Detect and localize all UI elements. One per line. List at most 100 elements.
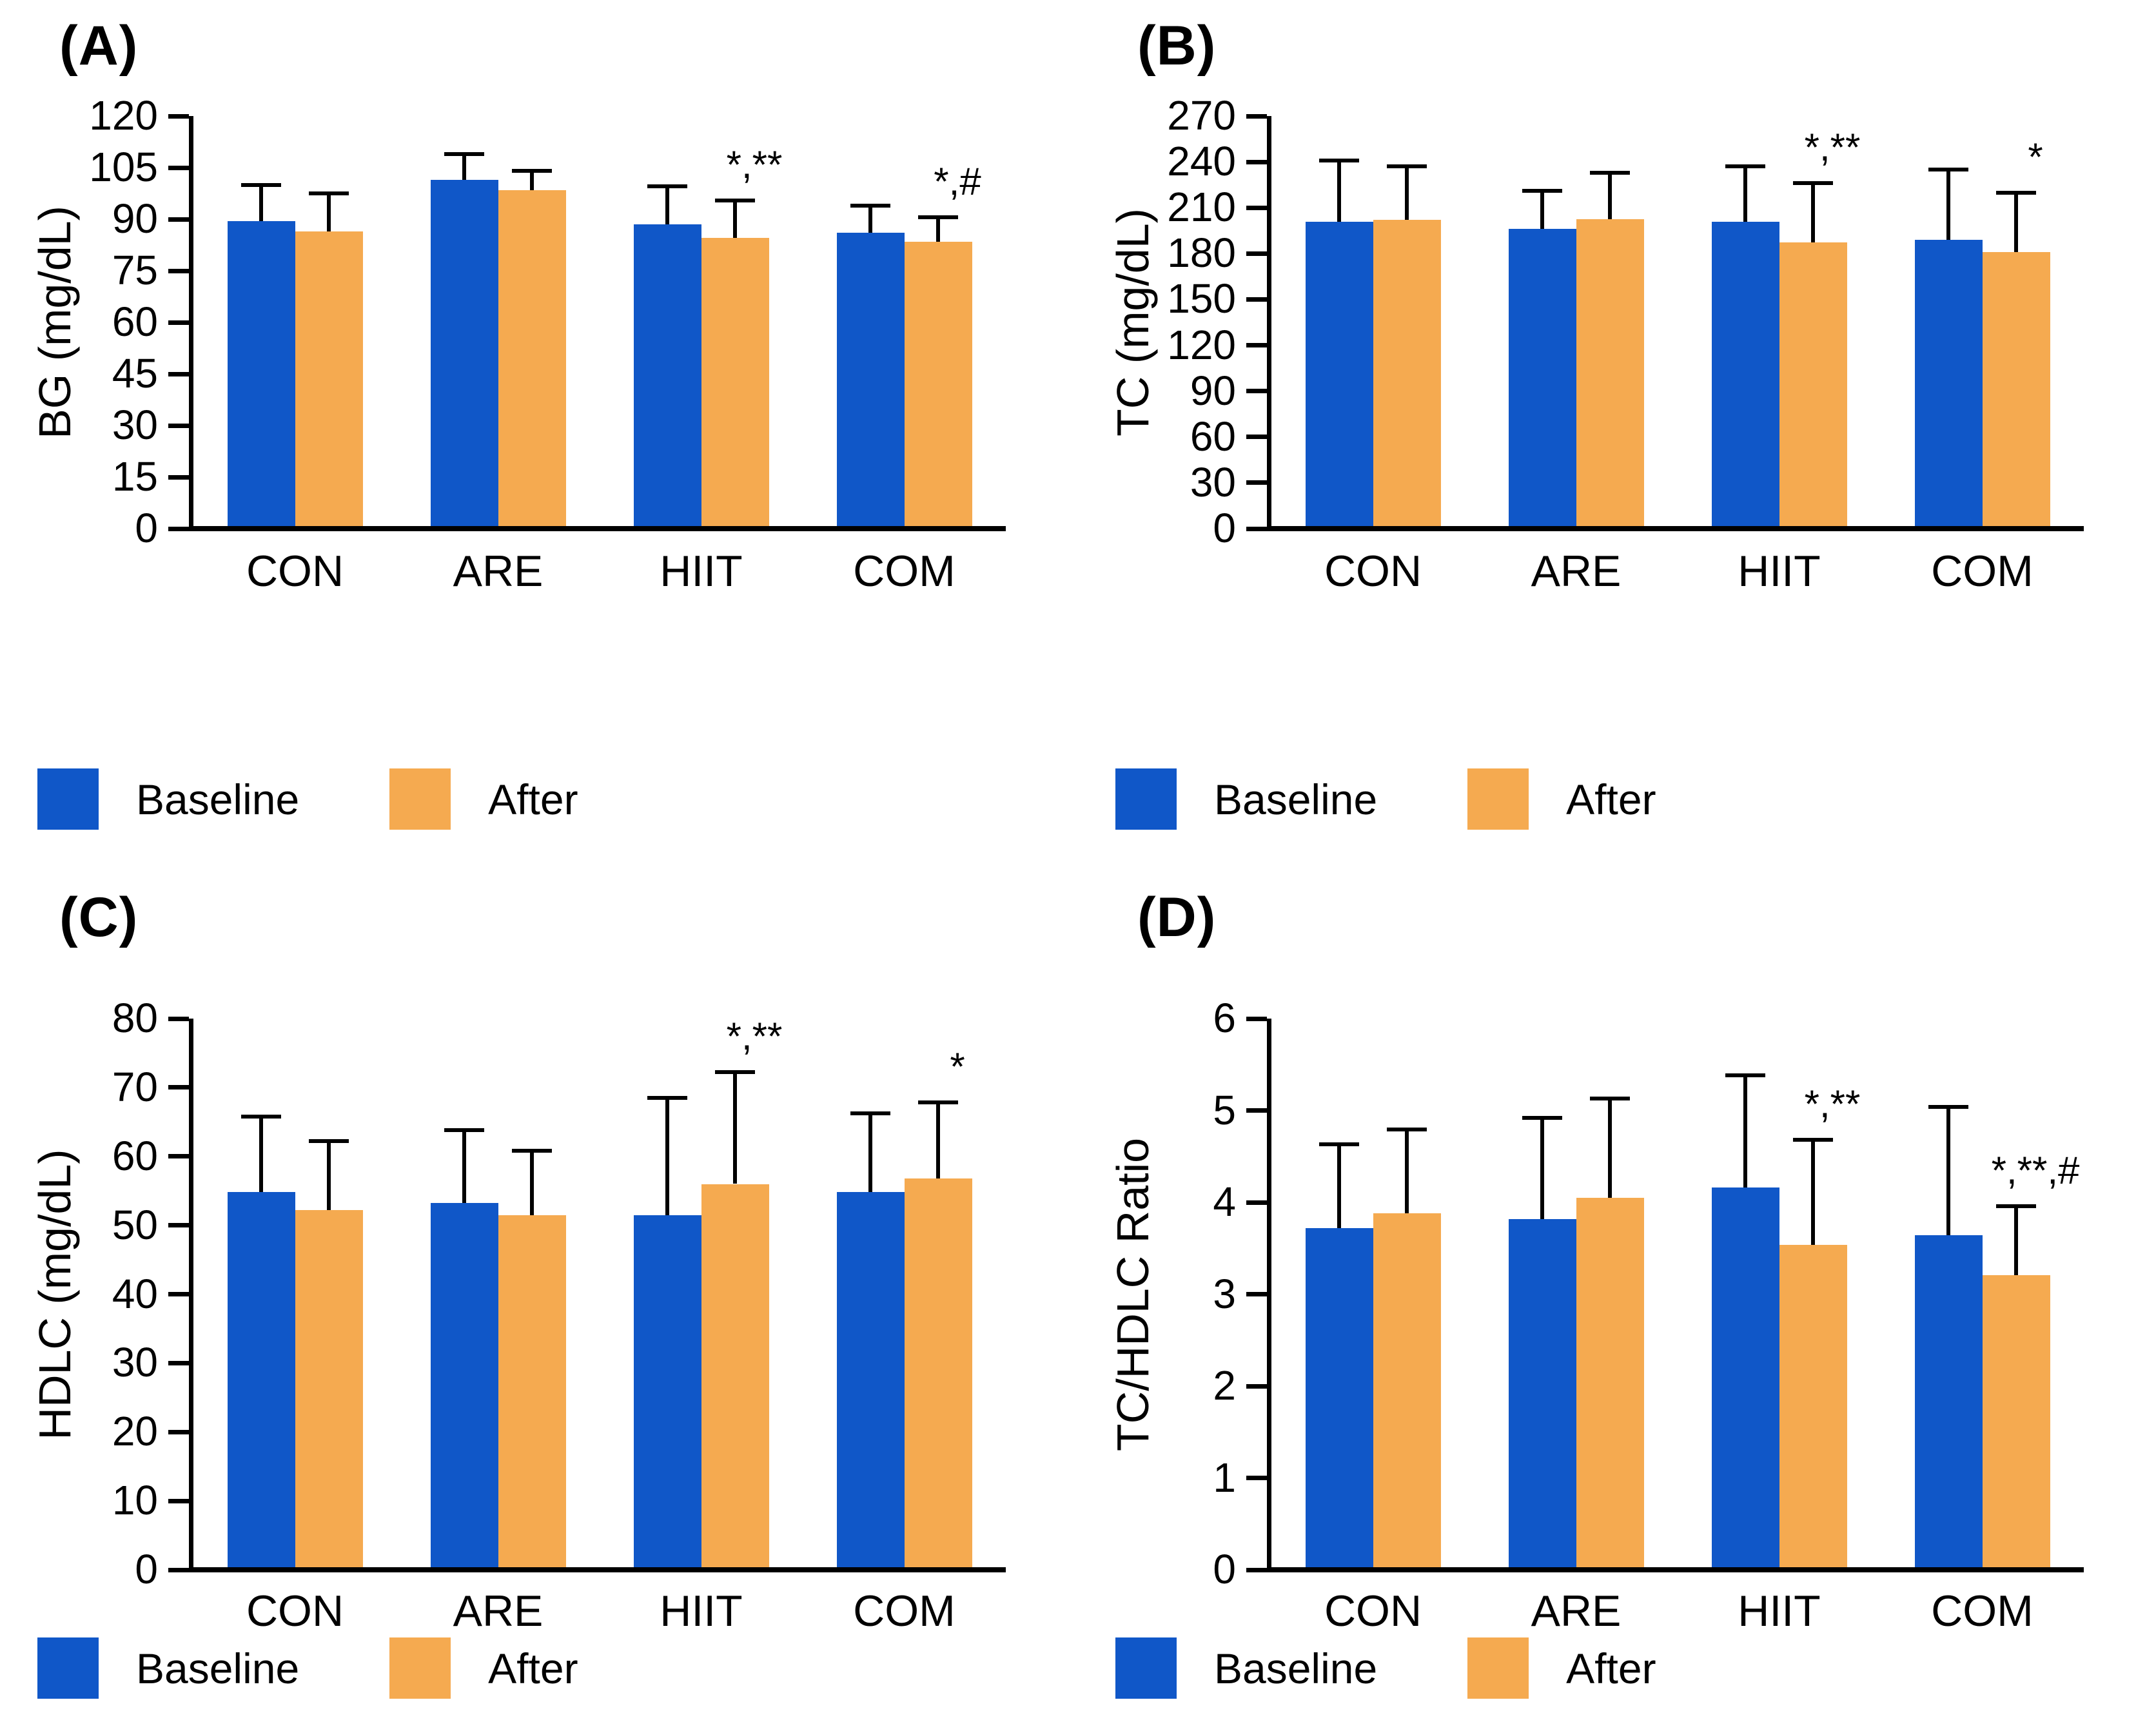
error-bar-line-baseline-com bbox=[868, 205, 872, 233]
y-tick-label: 70 bbox=[112, 1063, 158, 1110]
error-bar-cap-after-hiit bbox=[715, 198, 755, 202]
y-tick-label: 0 bbox=[135, 505, 158, 551]
bar-baseline-are bbox=[430, 179, 498, 529]
y-tick-label: 210 bbox=[1167, 184, 1236, 231]
error-bar-cap-after-con bbox=[1387, 1128, 1427, 1132]
y-tick-mark bbox=[1246, 1108, 1267, 1113]
y-tick-label: 20 bbox=[112, 1408, 158, 1455]
error-bar-cap-after-com bbox=[1996, 190, 2036, 195]
error-bar-line-after-com bbox=[2014, 192, 2018, 252]
y-tick-mark bbox=[1246, 251, 1267, 256]
y-tick-mark bbox=[168, 371, 189, 376]
y-tick-label: 0 bbox=[1213, 1546, 1236, 1592]
error-bar-cap-after-hiit bbox=[1793, 1138, 1833, 1142]
x-category-label-are: ARE bbox=[1531, 547, 1622, 596]
error-bar-line-baseline-are bbox=[1540, 1117, 1544, 1219]
bar-baseline-con bbox=[227, 1192, 295, 1570]
y-tick-label: 90 bbox=[112, 195, 158, 242]
error-bar-cap-baseline-con bbox=[1319, 1142, 1359, 1147]
error-bar-cap-baseline-are bbox=[1522, 1115, 1562, 1120]
y-tick-label: 6 bbox=[1213, 995, 1236, 1041]
legend-swatch-baseline bbox=[1115, 768, 1177, 830]
legend-item-baseline: Baseline bbox=[1115, 768, 1377, 830]
y-tick-label: 60 bbox=[112, 298, 158, 345]
significance-annotation-a-com: *,# bbox=[934, 160, 981, 204]
y-tick-label: 150 bbox=[1167, 275, 1236, 322]
bar-after-com bbox=[1982, 1275, 2050, 1570]
significance-annotation-c-com: * bbox=[950, 1045, 965, 1089]
bar-baseline-con bbox=[1305, 1227, 1373, 1570]
error-bar-line-baseline-con bbox=[259, 1116, 263, 1193]
y-tick-mark bbox=[168, 1360, 189, 1365]
x-category-label-hiit: HIIT bbox=[1738, 547, 1821, 596]
error-bar-cap-baseline-con bbox=[241, 182, 281, 187]
y-tick-mark bbox=[1246, 480, 1267, 485]
error-bar-cap-baseline-hiit bbox=[1725, 1073, 1765, 1078]
legend-label-baseline: Baseline bbox=[136, 1644, 300, 1692]
x-category-label-are: ARE bbox=[453, 547, 544, 596]
bar-after-con bbox=[295, 1210, 363, 1570]
x-category-label-com: COM bbox=[853, 547, 956, 596]
error-bar-line-after-are bbox=[1608, 1098, 1612, 1198]
x-category-label-are: ARE bbox=[1531, 1587, 1622, 1636]
error-bar-cap-baseline-hiit bbox=[647, 184, 687, 189]
error-bar-cap-baseline-com bbox=[850, 1111, 890, 1116]
bar-after-are bbox=[498, 1215, 566, 1570]
y-tick-mark bbox=[1246, 1476, 1267, 1480]
bar-baseline-are bbox=[1508, 229, 1576, 529]
x-axis-line bbox=[1267, 1567, 2084, 1572]
significance-annotation-d-com: *,**,# bbox=[1991, 1148, 2080, 1192]
y-tick-label: 45 bbox=[112, 350, 158, 396]
error-bar-line-after-com bbox=[936, 217, 940, 242]
y-tick-mark bbox=[168, 1292, 189, 1296]
y-tick-mark bbox=[168, 1429, 189, 1434]
y-tick-label: 90 bbox=[1190, 367, 1236, 414]
x-category-label-hiit: HIIT bbox=[660, 547, 743, 596]
bar-baseline-com bbox=[1914, 240, 1983, 529]
legend-item-after: After bbox=[389, 1637, 578, 1699]
error-bar-cap-baseline-are bbox=[444, 151, 484, 156]
bar-after-com bbox=[904, 241, 972, 529]
plot-area-b: 0 30 60 90 120 150 180 210 240 270 CON ARE *,** HIIT *… bbox=[1167, 95, 2084, 593]
error-bar-cap-after-com bbox=[918, 1100, 958, 1105]
legend-b: Baseline After bbox=[1115, 768, 1656, 830]
y-tick-label: 4 bbox=[1213, 1178, 1236, 1225]
plot-area-c: 0 10 20 30 40 50 60 70 80 CON ARE *,** HIIT * COM bbox=[112, 997, 1006, 1633]
error-bar-cap-after-hiit bbox=[715, 1070, 755, 1075]
y-tick-label: 75 bbox=[112, 247, 158, 293]
error-bar-line-baseline-hiit bbox=[665, 1097, 669, 1215]
error-bar-line-baseline-hiit bbox=[1743, 1075, 1747, 1188]
error-bar-cap-after-con bbox=[1387, 164, 1427, 169]
y-tick-label: 120 bbox=[1167, 321, 1236, 368]
error-bar-line-after-are bbox=[1608, 172, 1612, 219]
x-axis-line bbox=[189, 526, 1006, 531]
legend-label-after: After bbox=[1566, 775, 1656, 823]
error-bar-line-after-hiit bbox=[1811, 1140, 1815, 1245]
error-bar-line-after-con bbox=[327, 1141, 331, 1211]
y-tick-mark bbox=[1246, 1383, 1267, 1389]
legend-label-baseline: Baseline bbox=[1214, 1644, 1378, 1692]
error-bar-line-baseline-are bbox=[462, 153, 466, 180]
y-tick-mark bbox=[1246, 297, 1267, 302]
bar-baseline-hiit bbox=[1711, 1187, 1779, 1570]
y-tick-mark bbox=[168, 1154, 189, 1159]
y-tick-mark bbox=[168, 1223, 189, 1228]
legend-swatch-baseline bbox=[37, 1637, 99, 1699]
bar-baseline-hiit bbox=[633, 224, 701, 529]
legend-swatch-baseline bbox=[37, 768, 99, 830]
y-axis-line bbox=[189, 116, 193, 531]
y-tick-label: 15 bbox=[112, 453, 158, 500]
bar-after-hiit bbox=[701, 238, 769, 529]
y-tick-label: 240 bbox=[1167, 138, 1236, 185]
error-bar-cap-baseline-hiit bbox=[1725, 164, 1765, 169]
error-bar-line-baseline-hiit bbox=[665, 186, 669, 224]
error-bar-cap-baseline-com bbox=[1928, 167, 1968, 171]
error-bar-line-after-com bbox=[2014, 1206, 2018, 1275]
y-tick-label: 60 bbox=[1190, 413, 1236, 460]
y-tick-mark bbox=[1246, 1567, 1267, 1572]
y-tick-mark bbox=[1246, 1016, 1267, 1021]
y-tick-label: 3 bbox=[1213, 1270, 1236, 1317]
y-tick-mark bbox=[1246, 205, 1267, 210]
bar-after-are bbox=[498, 190, 566, 529]
